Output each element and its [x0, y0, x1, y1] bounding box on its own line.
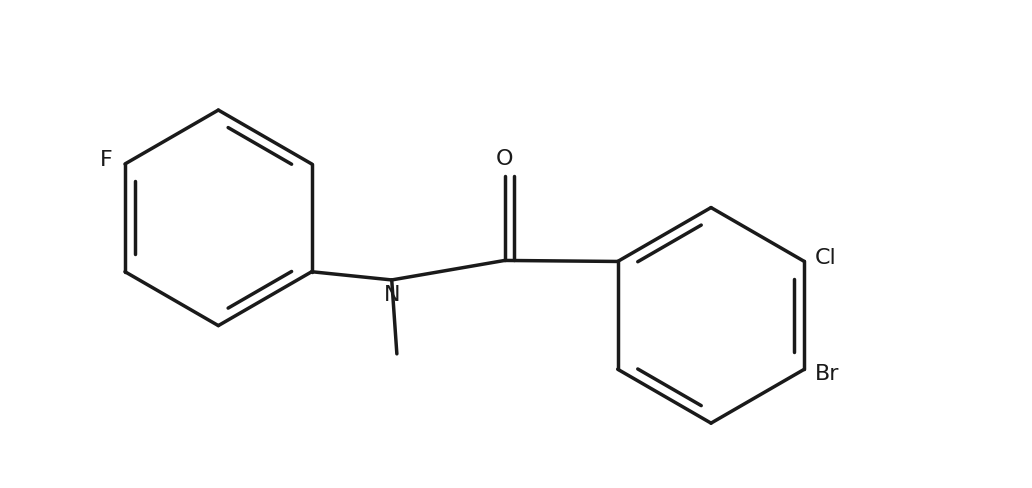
- Text: N: N: [384, 285, 400, 305]
- Text: F: F: [100, 149, 112, 169]
- Text: O: O: [496, 149, 514, 169]
- Text: Cl: Cl: [814, 248, 836, 268]
- Text: Br: Br: [814, 364, 839, 384]
